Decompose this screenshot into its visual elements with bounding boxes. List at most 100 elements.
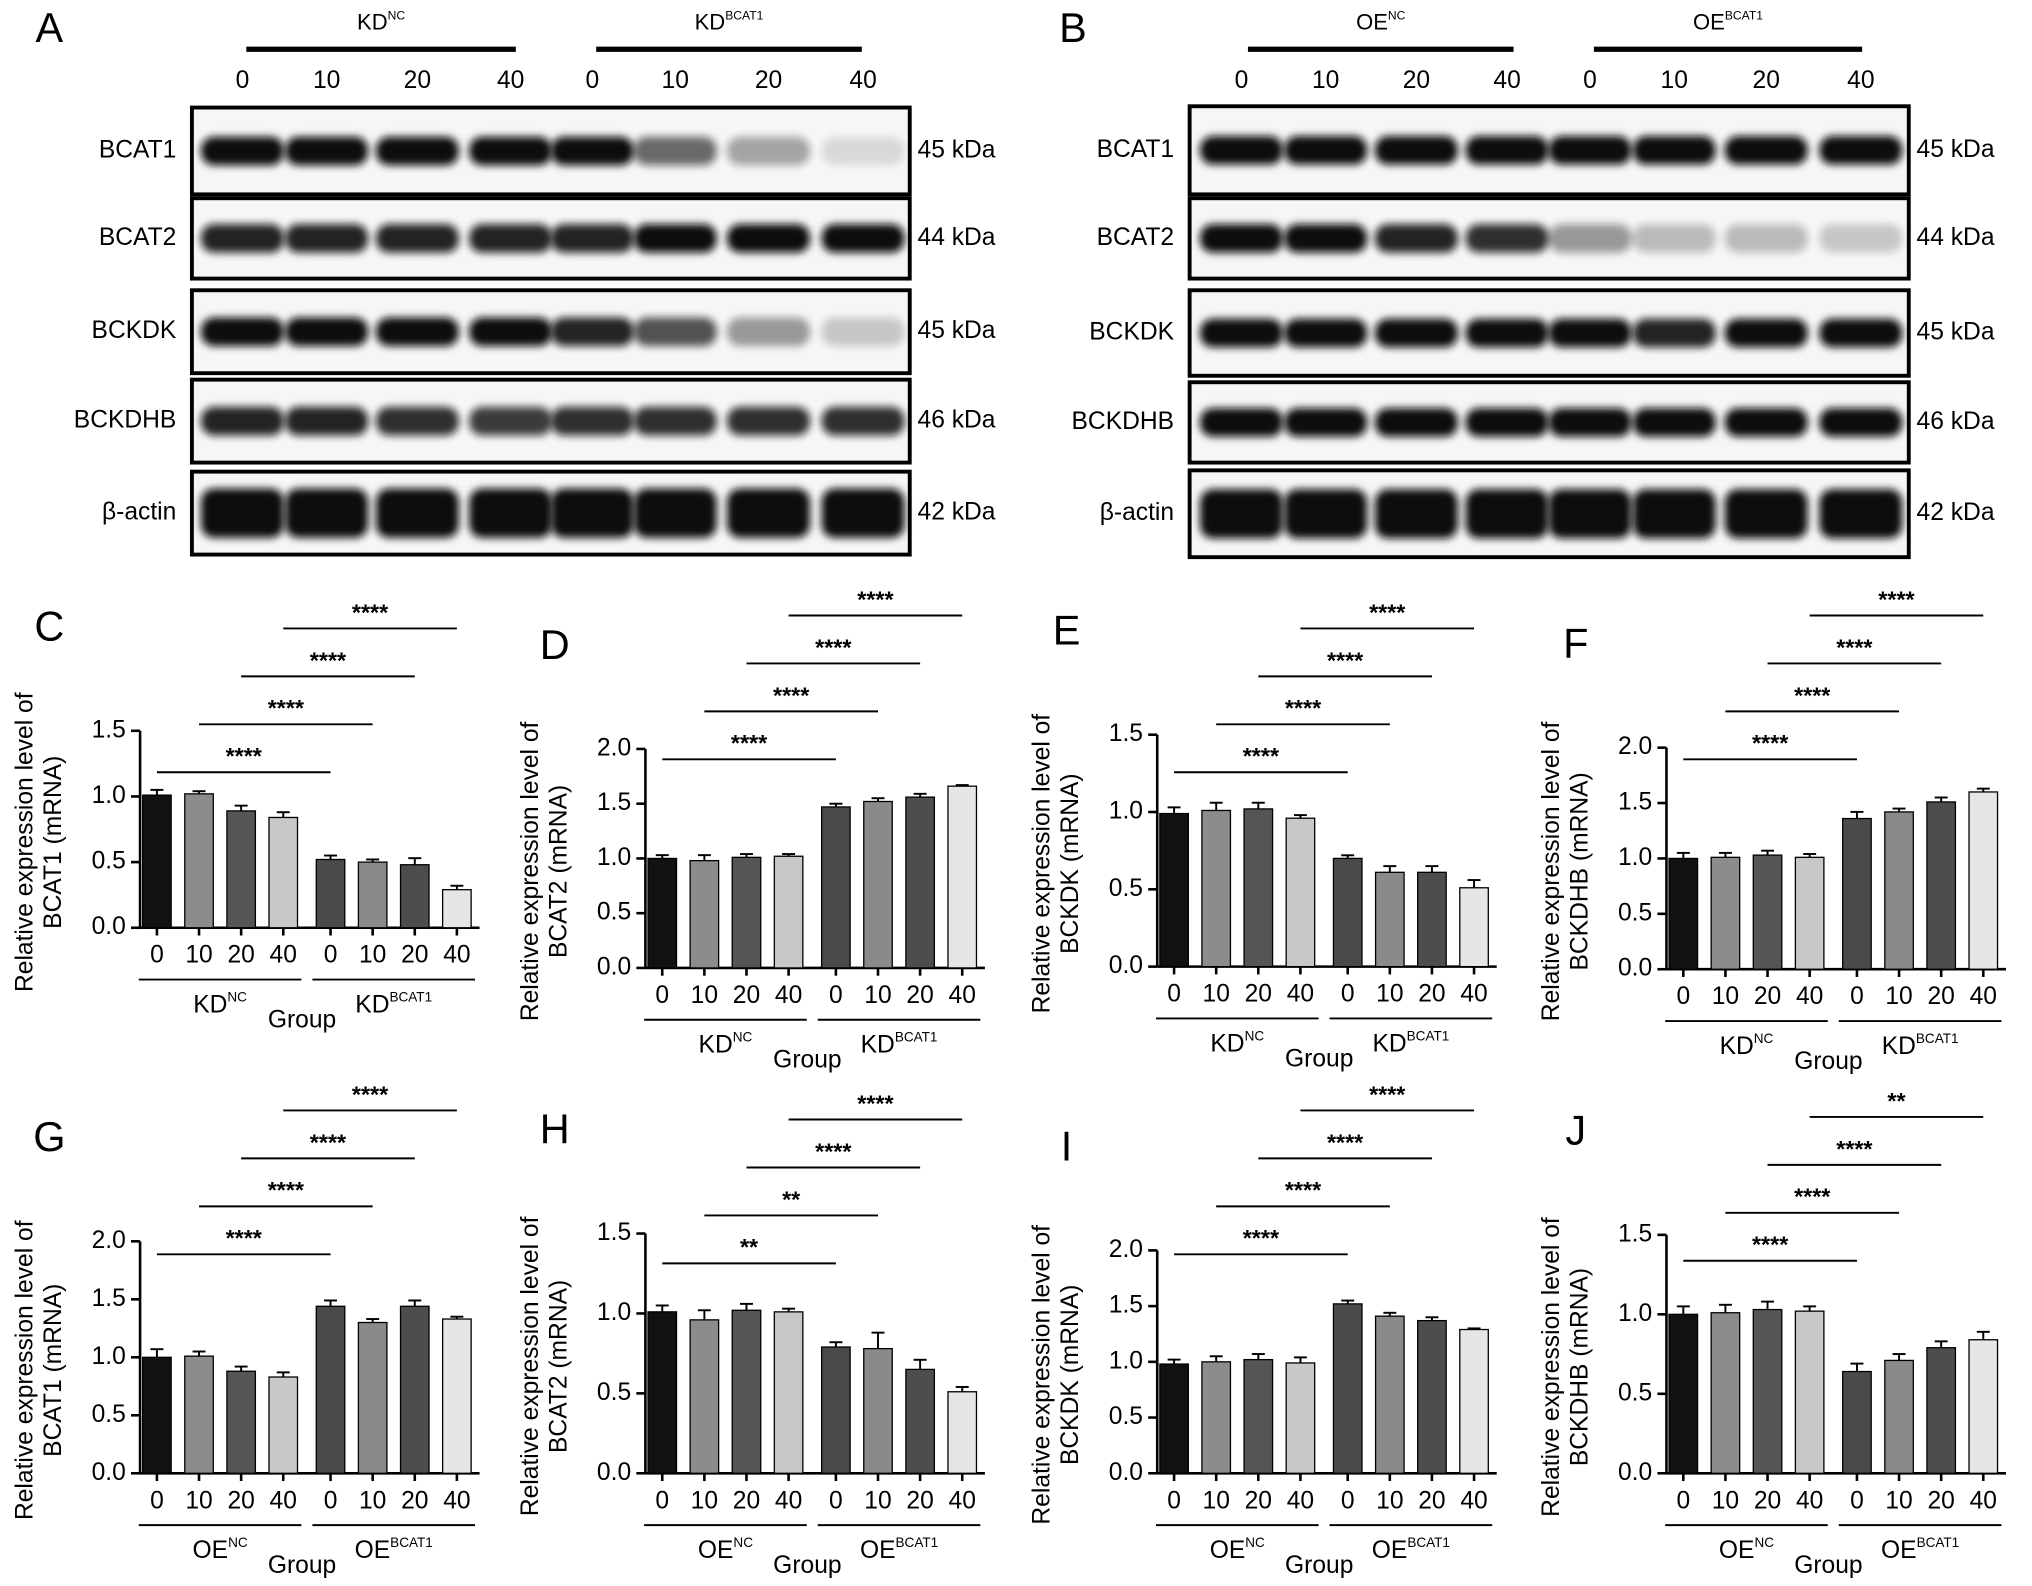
group-label: OEBCAT1 xyxy=(860,1535,938,1563)
band xyxy=(727,488,810,538)
group-label-base: OE xyxy=(193,1537,229,1564)
lane-label: 10 xyxy=(1312,67,1339,94)
significance-label: **** xyxy=(773,682,810,708)
y-tick-label: 1.5 xyxy=(1109,720,1143,747)
size-label: 44 kDa xyxy=(1917,224,1995,251)
y-axis-label: Relative expression level of xyxy=(12,692,39,992)
x-tick-label: 10 xyxy=(359,942,386,969)
bar xyxy=(1842,817,1872,970)
band xyxy=(1819,489,1903,539)
y-tick-label: 0.0 xyxy=(1109,952,1143,979)
x-tick-label: 40 xyxy=(443,942,470,969)
group-label: OENC xyxy=(698,1535,753,1563)
x-tick-label: 20 xyxy=(906,982,933,1009)
band xyxy=(1724,224,1808,253)
band xyxy=(1465,408,1549,437)
bar xyxy=(357,1321,388,1474)
band xyxy=(1374,318,1458,348)
bar xyxy=(1710,1312,1741,1474)
band xyxy=(200,136,284,166)
band xyxy=(375,136,459,166)
band xyxy=(1819,224,1903,253)
bar xyxy=(1201,809,1232,968)
y-tick-label: 1.0 xyxy=(597,1299,631,1326)
bar xyxy=(226,810,257,929)
group-label: KDNC xyxy=(699,1030,753,1058)
band xyxy=(1724,136,1808,165)
panel-letter: J xyxy=(1565,1107,1586,1154)
x-tick-label: 20 xyxy=(227,942,254,969)
x-tick-label: 0 xyxy=(150,942,164,969)
group-label: OEBCAT1 xyxy=(1372,1535,1450,1563)
x-tick-label: 40 xyxy=(949,1487,976,1514)
band xyxy=(1632,136,1716,165)
band xyxy=(821,136,905,166)
group-label: KDBCAT1 xyxy=(1882,1031,1959,1059)
group-label-base: OE xyxy=(1356,9,1388,34)
band xyxy=(1548,318,1632,348)
y-axis-label: Relative expression level of xyxy=(517,721,544,1021)
y-tick-label: 1.5 xyxy=(597,789,631,816)
bar xyxy=(731,856,762,969)
x-tick-label: 40 xyxy=(949,982,976,1009)
group-label-sup: NC xyxy=(388,9,406,23)
band xyxy=(1199,136,1283,165)
x-tick-label: 20 xyxy=(1418,1487,1445,1514)
y-tick-label: 1.5 xyxy=(597,1219,631,1246)
group-label-sup: BCAT1 xyxy=(725,9,763,23)
band xyxy=(1548,408,1632,437)
band xyxy=(200,224,284,253)
band xyxy=(469,224,553,253)
y-axis-label: Relative expression level of xyxy=(1029,1225,1056,1525)
group-label-sup: BCAT1 xyxy=(895,1030,938,1045)
x-tick-label: 40 xyxy=(1970,1487,1997,1514)
y-tick-label: 0.5 xyxy=(1618,899,1652,926)
bar xyxy=(947,785,978,969)
significance-label: **** xyxy=(1752,730,1789,756)
significance-label: **** xyxy=(1794,682,1831,708)
bar xyxy=(905,1368,936,1474)
x-axis-label: Group xyxy=(1285,1552,1353,1579)
lane-label: 0 xyxy=(1235,67,1249,94)
group-label-sup: BCAT1 xyxy=(1917,1535,1960,1550)
lane-label: 20 xyxy=(404,67,431,94)
group-label-base: KD xyxy=(355,991,389,1018)
x-axis-label: Group xyxy=(773,1552,841,1579)
lane-label: 20 xyxy=(755,67,782,94)
band xyxy=(1819,408,1903,437)
bar xyxy=(1752,1308,1783,1474)
x-tick-label: 20 xyxy=(1245,981,1272,1008)
x-tick-label: 10 xyxy=(1376,981,1403,1008)
band xyxy=(1632,224,1716,253)
group-label: KDNC xyxy=(1720,1031,1774,1059)
x-tick-label: 10 xyxy=(1376,1487,1403,1514)
group-label-sup: NC xyxy=(1388,9,1406,23)
band xyxy=(1374,136,1458,165)
band xyxy=(1374,489,1458,539)
group-label-sup: BCAT1 xyxy=(1407,1028,1450,1043)
group-label: OENC xyxy=(1210,1535,1265,1563)
bar xyxy=(1794,1310,1825,1474)
lane-label: 20 xyxy=(1403,67,1430,94)
x-tick-label: 20 xyxy=(1245,1487,1272,1514)
significance-label: **** xyxy=(226,1225,263,1251)
x-tick-label: 40 xyxy=(270,1487,297,1514)
significance-label: **** xyxy=(310,1129,347,1155)
group-label-base: KD xyxy=(695,9,726,34)
bar xyxy=(441,889,472,929)
panel-letter: I xyxy=(1061,1122,1073,1169)
band xyxy=(633,317,717,346)
size-label: 45 kDa xyxy=(1917,136,1995,163)
y-tick-label: 0.5 xyxy=(597,899,631,926)
band xyxy=(200,406,284,436)
group-label: KDNC xyxy=(193,990,247,1018)
bar xyxy=(1417,1319,1447,1474)
y-tick-label: 0.5 xyxy=(1618,1379,1652,1406)
group-label-sup: NC xyxy=(1754,1535,1774,1550)
band xyxy=(375,224,459,253)
y-tick-label: 0.5 xyxy=(597,1379,631,1406)
x-tick-label: 0 xyxy=(1850,983,1864,1010)
band xyxy=(285,406,369,436)
significance-label: ** xyxy=(1887,1088,1906,1114)
